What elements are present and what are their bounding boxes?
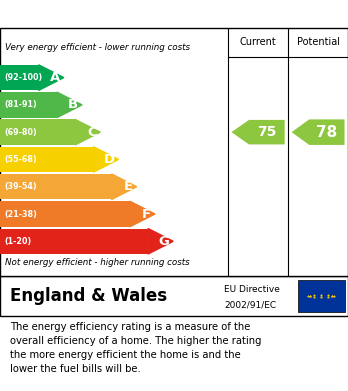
- Polygon shape: [57, 92, 82, 118]
- Polygon shape: [148, 228, 173, 254]
- Bar: [0, 147, 93, 172]
- Text: (1-20): (1-20): [4, 237, 31, 246]
- Text: E: E: [124, 180, 133, 193]
- Text: 2002/91/EC: 2002/91/EC: [224, 300, 277, 309]
- Text: England & Wales: England & Wales: [10, 287, 168, 305]
- Text: 78: 78: [316, 125, 338, 140]
- Bar: [298, 280, 345, 312]
- Polygon shape: [75, 119, 100, 145]
- Text: C: C: [87, 126, 96, 139]
- Bar: [0, 201, 130, 227]
- Text: (92-100): (92-100): [4, 73, 42, 82]
- Text: F: F: [142, 208, 151, 221]
- Text: Not energy efficient - higher running costs: Not energy efficient - higher running co…: [5, 258, 190, 267]
- Polygon shape: [292, 119, 345, 145]
- Text: (21-38): (21-38): [4, 210, 37, 219]
- Text: (55-68): (55-68): [4, 155, 37, 164]
- Bar: [0, 228, 148, 254]
- Text: (81-91): (81-91): [4, 100, 37, 109]
- Text: (69-80): (69-80): [4, 127, 37, 137]
- Bar: [0, 65, 39, 90]
- Text: Energy Efficiency Rating: Energy Efficiency Rating: [69, 7, 279, 22]
- Text: Current: Current: [240, 37, 276, 47]
- Bar: [0, 174, 112, 199]
- Bar: [0, 119, 75, 145]
- Bar: [0, 92, 57, 118]
- Text: Very energy efficient - lower running costs: Very energy efficient - lower running co…: [5, 43, 190, 52]
- Polygon shape: [231, 120, 285, 144]
- Polygon shape: [112, 174, 137, 199]
- Text: A: A: [50, 71, 60, 84]
- Text: 75: 75: [257, 125, 277, 139]
- Text: Potential: Potential: [296, 37, 340, 47]
- Text: EU Directive: EU Directive: [224, 285, 280, 294]
- Polygon shape: [39, 65, 64, 90]
- Text: B: B: [68, 99, 78, 111]
- Text: D: D: [104, 153, 115, 166]
- Text: G: G: [159, 235, 169, 248]
- Polygon shape: [130, 201, 155, 227]
- Polygon shape: [93, 147, 119, 172]
- Text: The energy efficiency rating is a measure of the
overall efficiency of a home. T: The energy efficiency rating is a measur…: [10, 322, 262, 374]
- Text: (39-54): (39-54): [4, 182, 37, 191]
